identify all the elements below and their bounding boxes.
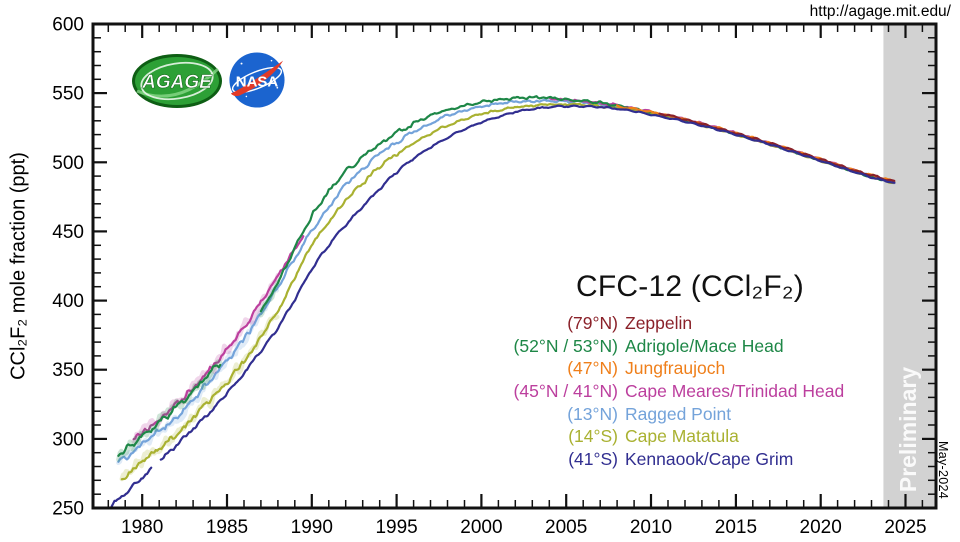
legend-item-jungfraujoch: (47°N) Jungfraujoch (460, 358, 844, 381)
x-tick-label-1980: 1980 (121, 517, 163, 538)
legend-station-name: Ragged Point (625, 403, 732, 424)
series-line-zeppelin (658, 112, 896, 182)
x-tick-label-2015: 2015 (715, 517, 757, 538)
legend-item-ragged-point: (13°N) Ragged Point (460, 404, 844, 427)
y-tick-label-250: 250 (52, 499, 84, 520)
series-fuzz-cape-matatula (119, 313, 280, 482)
legend-station-name: Jungfraujoch (625, 358, 726, 379)
x-tick-label-2005: 2005 (545, 517, 587, 538)
y-tick-label-500: 500 (52, 153, 84, 174)
preliminary-band (883, 25, 935, 507)
legend-station-name: Kennaook/Cape Grim (625, 449, 794, 470)
nasa-logo-text: NASA (236, 73, 279, 90)
x-tick-label-2010: 2010 (630, 517, 672, 538)
y-tick-label-550: 550 (52, 84, 84, 105)
legend-station-name: Zeppelin (625, 313, 693, 333)
y-axis-ticks: 250 300 350 400 450 500 550 600 (52, 15, 935, 520)
nasa-logo: NASA (229, 52, 285, 108)
x-tick-label-2020: 2020 (800, 517, 842, 538)
y-tick-label-300: 300 (52, 429, 84, 450)
legend-item-zeppelin: (79°N) Zeppelin (460, 313, 844, 336)
agage-logo: AGAGE (132, 54, 222, 108)
legend-station-name: Cape Matatula (625, 426, 739, 447)
nasa-orbit-icon (231, 66, 283, 94)
nasa-swoosh-icon (230, 60, 284, 97)
x-axis-ticks: 1980 1985 1990 1995 2000 2005 2010 2015 2020 2025 (107, 25, 927, 538)
legend-item-cape-meares-trinidad-head: (45°N / 41°N) Cape Meares/Trinidad Head (460, 381, 845, 404)
legend-station-name: Adrigole/Mace Head (625, 335, 784, 356)
y-tick-label-400: 400 (52, 291, 84, 312)
series-fuzz-adrigole-mace-head (116, 359, 223, 462)
legend-latitude: (47°N) (567, 358, 618, 379)
legend-latitude: (45°N / 41°N) (513, 381, 618, 402)
plot-frame (91, 22, 938, 510)
legend-latitude: (79°N) (567, 313, 618, 333)
legend-item-kennaook-cape-grim: (41°S) Kennaook/Cape Grim (460, 449, 844, 472)
x-tick-label-1995: 1995 (375, 517, 417, 538)
source-url: http://agage.mit.edu/ (809, 3, 951, 20)
legend-latitude: (41°S) (568, 449, 618, 470)
agage-logo-text: AGAGE (141, 72, 213, 93)
series-line-cape-meares-trinidad-head (132, 235, 305, 441)
chart-title: CFC-12 (CCl₂F₂) (576, 270, 804, 303)
x-tick-label-2025: 2025 (884, 517, 926, 538)
legend-latitude: (52°N / 53°N) (513, 335, 618, 356)
series-line-cape-meares-trinidad-head (548, 96, 896, 184)
series-line-kennaook-cape-grim (110, 466, 153, 508)
legend-station-name: Cape Meares/Trinidad Head (625, 381, 845, 402)
y-tick-label-600: 600 (52, 15, 84, 36)
legend-item-cape-matatula: (14°S) Cape Matatula (460, 426, 844, 449)
legend: (79°N) Zeppelin (52°N / 53°N) Adrigole/M… (460, 313, 845, 472)
legend-latitude: (13°N) (567, 403, 618, 424)
y-tick-label-450: 450 (52, 222, 84, 243)
x-tick-label-2000: 2000 (460, 517, 502, 538)
y-axis-title: CCl₂F₂ mole fraction (ppt) (7, 152, 30, 380)
series-line-adrigole-mace-head (117, 363, 222, 457)
plot-date-label: May-2024 (936, 441, 950, 499)
x-tick-label-1985: 1985 (206, 517, 248, 538)
series-line-kennaook-cape-grim (159, 104, 896, 461)
legend-latitude: (14°S) (568, 426, 618, 447)
y-tick-label-350: 350 (52, 360, 84, 381)
legend-item-adrigole-mace-head: (52°N / 53°N) Adrigole/Mace Head (460, 336, 844, 359)
x-tick-label-1990: 1990 (291, 517, 333, 538)
